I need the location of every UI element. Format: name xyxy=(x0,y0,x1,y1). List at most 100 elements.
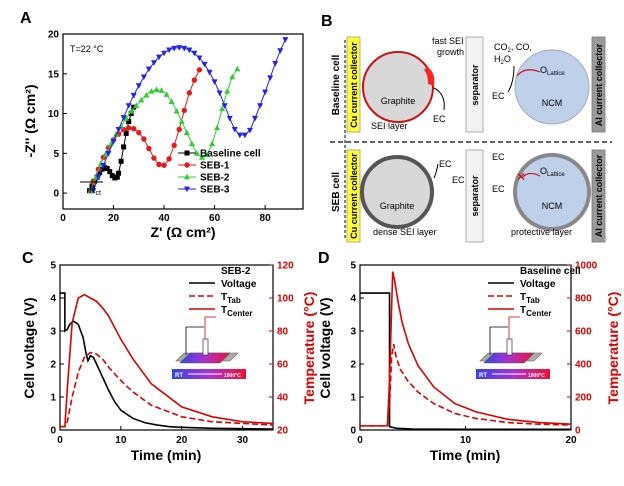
c-legend-label-2: TCenter xyxy=(221,305,252,318)
d-legend-label-1: TTab xyxy=(520,292,540,305)
d-yr-tick-label-2: 400 xyxy=(575,360,592,371)
a-series-1-point-18 xyxy=(176,126,182,133)
oxygen-release-arrow-top xyxy=(516,69,541,77)
c-series-line-2 xyxy=(60,293,274,428)
c-yr-tick-label-0: 20 xyxy=(277,426,289,437)
c-yl-tick-label-2: 2 xyxy=(50,360,56,371)
c-yl-tick-label-0: 0 xyxy=(50,426,56,437)
ec-label-top-left: EC xyxy=(433,114,446,124)
a-series-1-point-21 xyxy=(191,77,198,83)
a-series-0-point-6 xyxy=(102,165,108,171)
c-series-line-0 xyxy=(60,292,274,430)
ec-label-bottom-right-1: EC xyxy=(492,152,505,162)
ec-arrow-top-right xyxy=(507,65,515,93)
panel-a-temperature-note: T=22 °C xyxy=(70,44,104,54)
a-series-3-point-9 xyxy=(135,83,142,89)
panel-a-x-axis-label: Z' (Ω cm²) xyxy=(150,224,215,240)
a-series-2-point-28 xyxy=(229,73,236,80)
d-yl-tick-label-0: 0 xyxy=(350,426,356,437)
d-inset-hot-label: 1000°C xyxy=(528,373,545,379)
panel-letter-b: B xyxy=(321,13,333,30)
panel-a-nyquist-plot: 0 20 40 60 80 0 5 10 15 20 T=22 °C Rct Z' (Ω cm²)… xyxy=(22,30,304,240)
a-series-3-point-17 xyxy=(176,45,183,51)
a-series-3-point-19 xyxy=(186,47,193,54)
a-x-tick-label-1: 20 xyxy=(108,213,120,224)
d-inset-center-wire xyxy=(508,316,520,339)
ec-arrow-bottom-left xyxy=(433,163,439,179)
a-series-3-point-3 xyxy=(105,150,112,157)
a-series-3-point-31 xyxy=(246,127,253,134)
a-series-2-point-24 xyxy=(209,140,216,147)
a-series-2-point-12 xyxy=(148,88,155,94)
a-series-2-point-10 xyxy=(138,96,145,103)
ncm-label-top: NCM xyxy=(542,98,563,108)
panel-d-right-axis-label: Temperature (°C) xyxy=(605,292,621,405)
cu-collector-bottom xyxy=(346,149,361,243)
a-series-3-point-29 xyxy=(236,132,243,139)
a-series-0-point-7 xyxy=(104,165,110,171)
d-series-line-1 xyxy=(360,344,572,427)
c-series-line-1 xyxy=(60,351,274,428)
d-yr-tick-label-1: 200 xyxy=(575,393,592,404)
ec-label-bottom-right-2: EC xyxy=(492,184,505,194)
c-yl-tick-label-5: 5 xyxy=(50,261,56,272)
d-yr-tick-label-4: 800 xyxy=(575,294,592,305)
a-series-1-point-9 xyxy=(131,125,137,132)
a-series-0-point-10 xyxy=(112,175,118,181)
a-series-0-point-15 xyxy=(123,130,129,136)
al-collector-top xyxy=(591,36,606,133)
a-y-tick-label-4: 20 xyxy=(48,30,60,41)
a-series-1-point-12 xyxy=(146,145,152,152)
a-series-2-point-21 xyxy=(193,150,200,156)
a-y-tick-label-0: 0 xyxy=(53,189,59,200)
a-series-2-point-22 xyxy=(198,154,205,160)
a-series-1-point-11 xyxy=(141,136,147,142)
graphite-label-bottom: Graphite xyxy=(380,201,415,211)
a-series-0-point-8 xyxy=(107,169,113,175)
a-series-2-point-15 xyxy=(163,91,170,97)
a-series-3-point-26 xyxy=(221,103,228,109)
ncm-label-bottom: NCM xyxy=(542,201,563,211)
d-inset-rt-label: RT xyxy=(479,373,487,379)
a-series-3-point-35 xyxy=(267,75,274,81)
a-series-3-point-11 xyxy=(145,66,152,73)
a-series-0-point-12 xyxy=(116,170,122,176)
d-yl-tick-label-4: 4 xyxy=(350,294,356,305)
panel-d-x-axis-label: Time (min) xyxy=(430,447,501,463)
d-yr-tick-label-3: 600 xyxy=(575,327,592,338)
a-series-3-point-6 xyxy=(120,115,127,121)
c-legend-sub-1: Tab xyxy=(227,296,241,305)
a-y-tick-label-1: 5 xyxy=(53,149,59,160)
a-series-2-point-25 xyxy=(214,124,221,131)
a-series-1-point-13 xyxy=(151,155,157,161)
ec-label-bottom-left-2: EC xyxy=(452,175,465,185)
a-series-1-point-10 xyxy=(136,129,142,136)
a-series-0-point-13 xyxy=(118,158,124,164)
panel-b-mechanism-diagram: Baseline cell SEB cell Cu current collec… xyxy=(330,36,612,243)
c-inset-center-wire xyxy=(204,316,216,339)
row-label-seb: SEB cell xyxy=(331,172,342,212)
a-x-tick-label-3: 60 xyxy=(209,213,221,224)
a-x-tick-label-2: 40 xyxy=(158,213,170,224)
c-x-tick-label-1: 10 xyxy=(115,435,127,446)
d-yl-tick-label-5: 5 xyxy=(350,261,356,272)
a-series-3-point-2 xyxy=(100,162,107,169)
c-legend-title: SEB-2 xyxy=(221,266,251,277)
c-x-tick-label-3: 30 xyxy=(237,435,249,446)
c-inset-hot-label: 1000°C xyxy=(224,373,241,379)
c-x-tick-label-0: 0 xyxy=(57,435,63,446)
a-series-3-point-8 xyxy=(130,92,137,99)
a-legend-label-3: SEB-3 xyxy=(200,185,230,196)
a-series-1-point-16 xyxy=(166,156,172,162)
a-series-2-point-16 xyxy=(168,98,175,105)
c-yl-tick-label-3: 3 xyxy=(50,327,56,338)
a-series-3-point-27 xyxy=(226,115,233,122)
d-legend-label-0: Voltage xyxy=(520,279,556,290)
a-series-2-point-17 xyxy=(173,107,180,114)
c-yl-tick-label-4: 4 xyxy=(50,294,56,305)
a-series-1-point-19 xyxy=(181,107,187,114)
a-series-0-point-4 xyxy=(97,169,103,175)
c-inset-thermocouple xyxy=(202,338,209,356)
